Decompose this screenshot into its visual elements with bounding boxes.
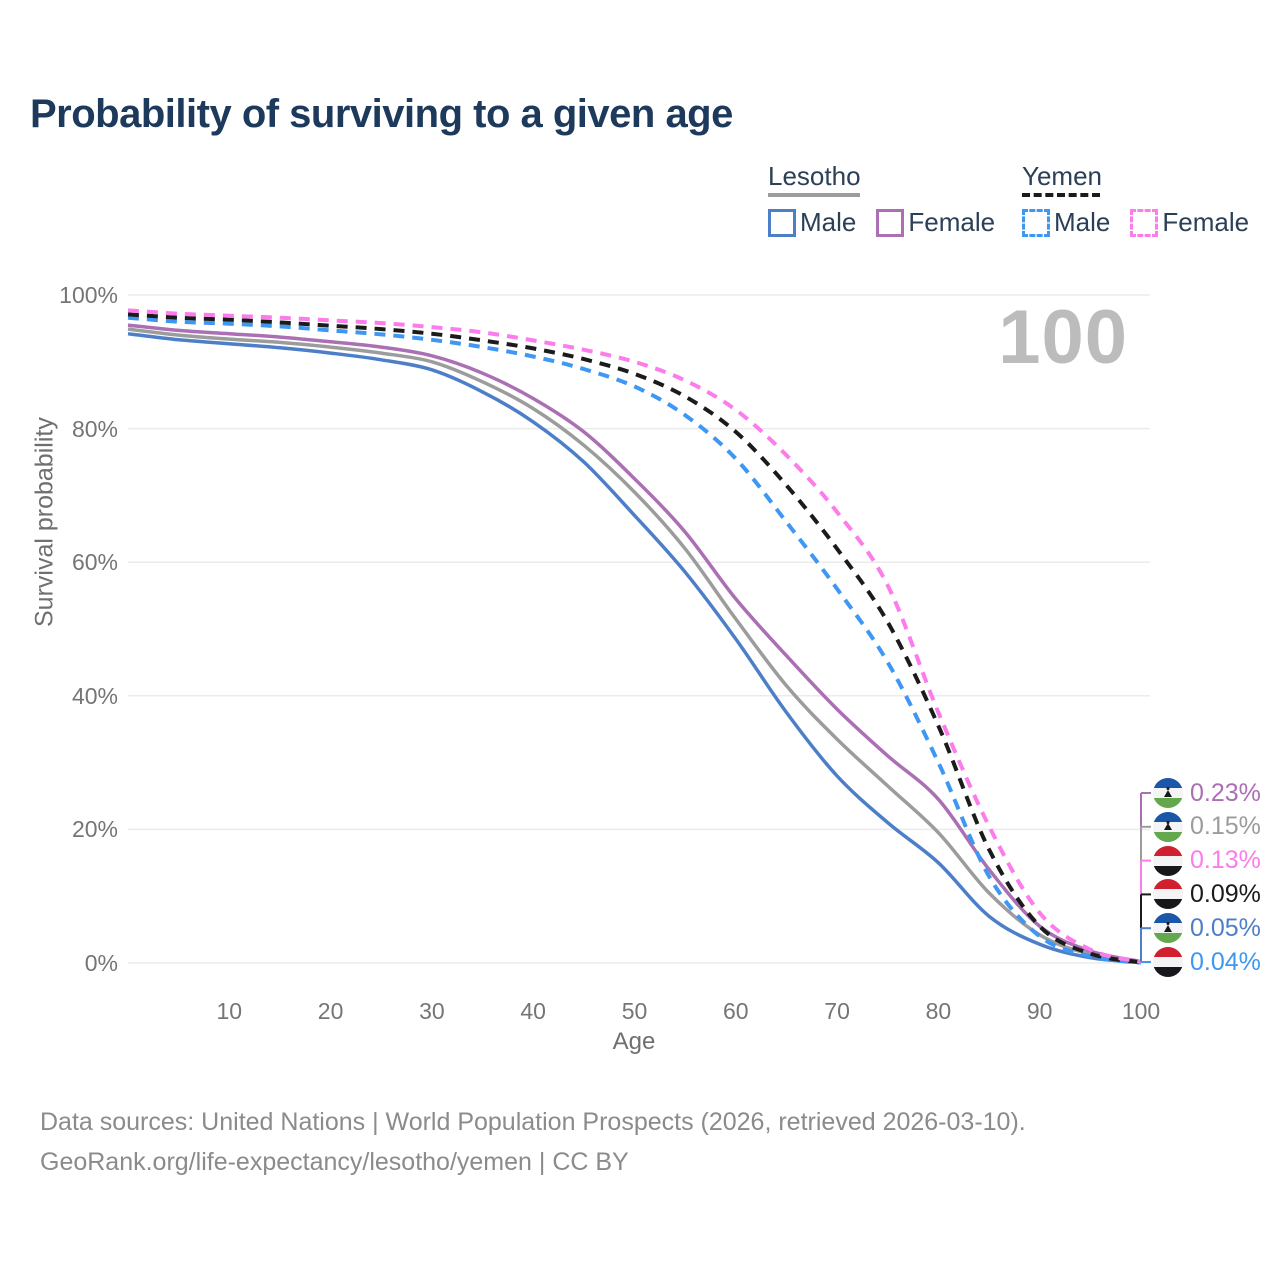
yemen-flag-icon: [1153, 879, 1183, 910]
x-tick-100: 100: [1121, 998, 1161, 1024]
lesotho-linestyle-sample: [768, 193, 860, 197]
yemen-linestyle-sample: [1022, 193, 1100, 197]
footer-data-sources: Data sources: United Nations | World Pop…: [40, 1108, 1026, 1136]
legend-item-label: Female: [1162, 207, 1250, 237]
series-line-lesotho-male: [127, 331, 1142, 965]
series-line-yemen-all: [127, 312, 1142, 965]
legend-country-label: Yemen: [1022, 161, 1102, 191]
age-indicator: 100: [998, 295, 1128, 380]
lesotho-flag-icon: [1153, 778, 1183, 808]
legend-item-yemen-male[interactable]: Male: [1022, 207, 1110, 238]
legend-item-yemen-female[interactable]: Female: [1130, 207, 1249, 238]
legend-item-label: Male: [1054, 207, 1111, 237]
legend-item-label: Female: [908, 207, 996, 237]
end-label-lesotho-female: 0.23%: [1153, 778, 1261, 808]
x-tick-60: 60: [723, 998, 749, 1024]
yemen-flag-icon: [1153, 845, 1183, 876]
y-tick-100%: 100%: [59, 282, 118, 308]
x-tick-50: 50: [621, 998, 648, 1024]
yemen-female-swatch-icon: [1130, 208, 1159, 237]
legend-item-label: Male: [800, 207, 857, 237]
end-label-value: 0.15%: [1190, 812, 1261, 841]
x-tick-20: 20: [317, 998, 344, 1024]
legend-country-yemen[interactable]: Yemen: [1022, 162, 1269, 197]
end-label-lesotho-all: 0.15%: [1153, 811, 1261, 842]
x-tick-30: 30: [419, 998, 445, 1024]
x-tick-70: 70: [824, 998, 850, 1024]
x-tick-10: 10: [216, 998, 243, 1024]
lesotho-male-swatch-icon: [768, 208, 796, 237]
end-label-value: 0.04%: [1190, 947, 1261, 976]
end-label-value: 0.09%: [1190, 879, 1261, 908]
legend-item-lesotho-female[interactable]: Female: [876, 207, 995, 238]
end-label-value: 0.05%: [1190, 913, 1261, 942]
legend-item-lesotho-male[interactable]: Male: [768, 207, 856, 238]
footer-attribution: GeoRank.org/life-expectancy/lesotho/yeme…: [40, 1148, 629, 1176]
x-tick-90: 90: [1026, 998, 1053, 1024]
series-line-yemen-female: [127, 308, 1142, 965]
y-tick-60%: 60%: [71, 549, 118, 576]
legend-country-lesotho[interactable]: Lesotho: [768, 162, 1015, 197]
series-line-yemen-male: [127, 315, 1142, 965]
series-line-lesotho-female: [127, 323, 1142, 964]
yemen-flag-icon: [1153, 947, 1183, 977]
y-tick-20%: 20%: [71, 816, 118, 843]
end-label-value: 0.13%: [1190, 846, 1261, 875]
end-label-lesotho-male: 0.05%: [1153, 913, 1261, 944]
x-axis-title: Age: [612, 1028, 656, 1055]
legend-country-label: Lesotho: [768, 161, 861, 191]
x-tick-80: 80: [925, 998, 952, 1024]
end-label-yemen-male: 0.04%: [1153, 947, 1261, 977]
page-title: Probability of surviving to a given age: [30, 92, 733, 136]
end-label-value: 0.23%: [1190, 778, 1261, 807]
lesotho-flag-icon: [1153, 913, 1183, 944]
y-tick-80%: 80%: [71, 415, 118, 442]
x-tick-40: 40: [520, 998, 546, 1024]
legend-group-lesotho: Lesotho Male Female: [768, 162, 1015, 238]
y-tick-0%: 0%: [84, 950, 118, 976]
end-label-yemen-all: 0.09%: [1153, 879, 1261, 910]
yemen-male-swatch-icon: [1022, 208, 1050, 237]
lesotho-female-swatch-icon: [876, 208, 905, 237]
lesotho-flag-icon: [1153, 811, 1183, 842]
legend-group-yemen: Yemen Male Female: [1022, 162, 1269, 238]
y-tick-40%: 40%: [71, 682, 118, 709]
series-line-lesotho-all: [127, 327, 1142, 964]
end-label-yemen-female: 0.13%: [1153, 845, 1261, 876]
